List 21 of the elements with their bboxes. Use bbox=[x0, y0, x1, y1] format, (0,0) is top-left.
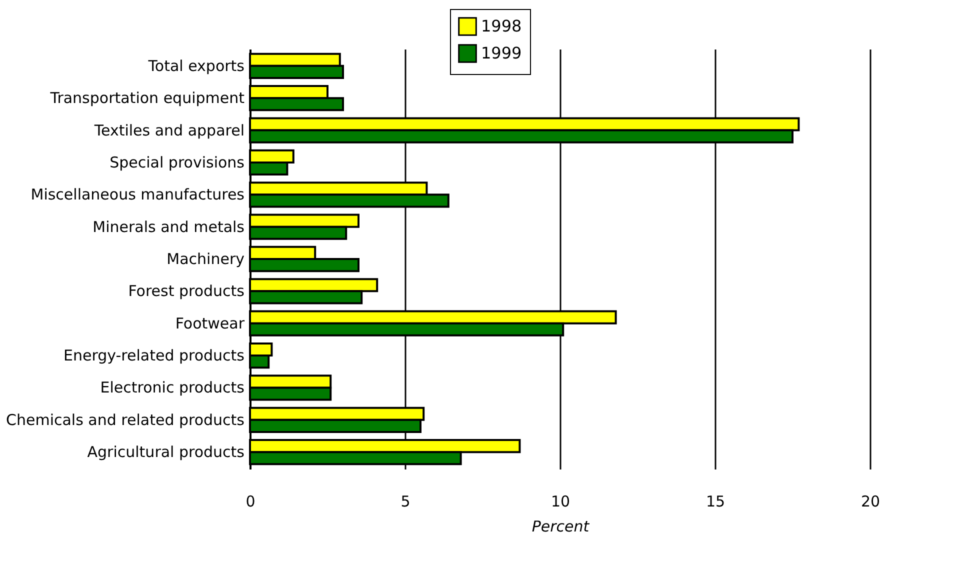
y-tick-label: Textiles and apparel bbox=[93, 121, 244, 140]
x-axis-title: Percent bbox=[532, 518, 590, 536]
legend-label: 1998 bbox=[481, 16, 522, 36]
y-tick-label: Total exports bbox=[147, 56, 245, 75]
x-tick-label: 0 bbox=[246, 492, 256, 510]
x-tick-label: 15 bbox=[706, 492, 726, 510]
y-tick-label: Electronic products bbox=[100, 378, 245, 397]
y-tick-label: Minerals and metals bbox=[92, 218, 245, 236]
x-tick-label: 5 bbox=[400, 492, 410, 510]
y-tick-label: Agricultural products bbox=[87, 443, 245, 462]
y-tick-label: Forest products bbox=[128, 282, 245, 300]
y-tick-label: Transportation equipment bbox=[49, 89, 245, 108]
y-tick-label: Footwear bbox=[175, 314, 246, 332]
legend-label: 1999 bbox=[481, 44, 522, 62]
y-tick-label: Machinery bbox=[166, 250, 245, 268]
x-tick-label: 10 bbox=[550, 492, 570, 510]
y-tick-label: Energy-related products bbox=[64, 346, 245, 365]
y-tick-label: Miscellaneous manufactures bbox=[30, 186, 245, 204]
y-tick-label: Chemicals and related products bbox=[6, 410, 245, 429]
y-tick-label: Special provisions bbox=[110, 153, 245, 172]
x-tick-label: 20 bbox=[860, 492, 880, 510]
